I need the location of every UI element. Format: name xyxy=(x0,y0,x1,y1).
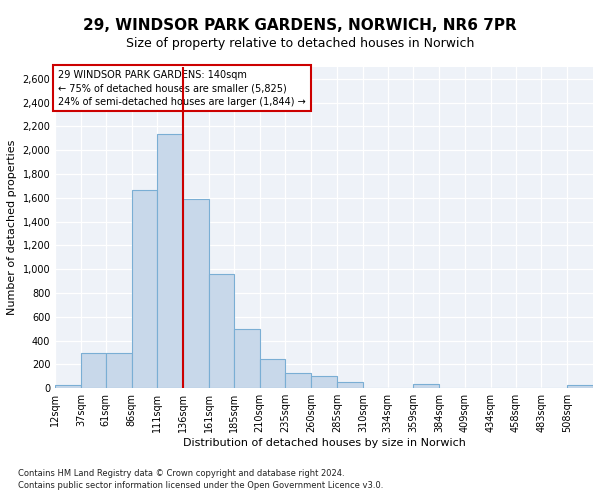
Text: 29 WINDSOR PARK GARDENS: 140sqm
← 75% of detached houses are smaller (5,825)
24%: 29 WINDSOR PARK GARDENS: 140sqm ← 75% of… xyxy=(58,70,305,106)
Bar xyxy=(157,134,183,388)
Text: Contains HM Land Registry data © Crown copyright and database right 2024.: Contains HM Land Registry data © Crown c… xyxy=(18,468,344,477)
Bar xyxy=(183,199,209,388)
Text: Contains public sector information licensed under the Open Government Licence v3: Contains public sector information licen… xyxy=(18,481,383,490)
Text: 29, WINDSOR PARK GARDENS, NORWICH, NR6 7PR: 29, WINDSOR PARK GARDENS, NORWICH, NR6 7… xyxy=(83,18,517,32)
Bar xyxy=(413,384,439,388)
Bar xyxy=(311,376,337,388)
Bar xyxy=(55,386,81,388)
Bar xyxy=(81,353,106,388)
Bar xyxy=(131,190,157,388)
Bar xyxy=(567,386,593,388)
Bar xyxy=(260,358,286,388)
Bar xyxy=(209,274,234,388)
Bar xyxy=(234,329,260,388)
Text: Size of property relative to detached houses in Norwich: Size of property relative to detached ho… xyxy=(126,38,474,51)
X-axis label: Distribution of detached houses by size in Norwich: Distribution of detached houses by size … xyxy=(183,438,466,448)
Bar xyxy=(286,374,311,388)
Y-axis label: Number of detached properties: Number of detached properties xyxy=(7,140,17,316)
Bar xyxy=(337,382,363,388)
Bar xyxy=(106,353,131,388)
